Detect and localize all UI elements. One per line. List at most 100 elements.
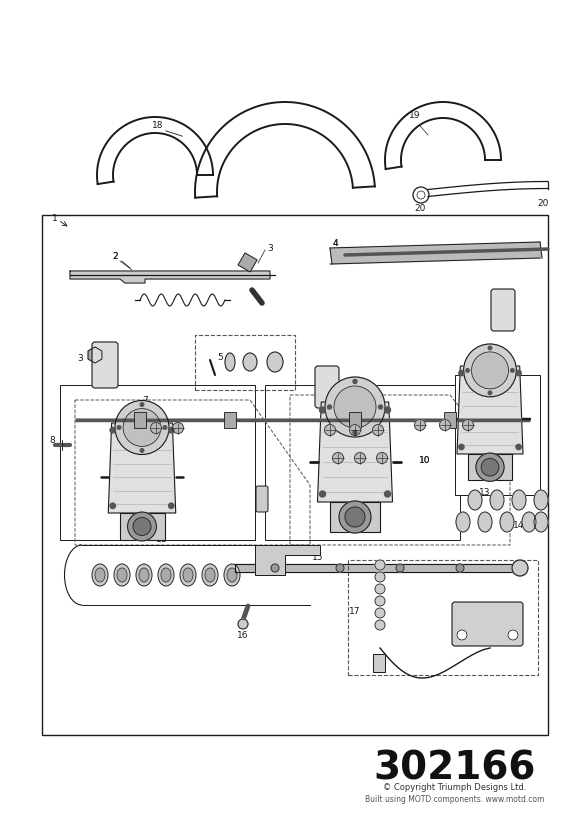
Text: 8: 8 — [49, 436, 55, 444]
Circle shape — [123, 409, 161, 447]
Text: 16: 16 — [237, 631, 249, 640]
Polygon shape — [108, 423, 175, 513]
Text: 9: 9 — [260, 490, 266, 499]
Circle shape — [415, 419, 426, 430]
Text: 3: 3 — [267, 244, 273, 252]
Circle shape — [378, 405, 382, 409]
Text: 20: 20 — [538, 199, 549, 208]
Circle shape — [319, 407, 325, 413]
Circle shape — [456, 564, 464, 572]
Text: 3: 3 — [77, 353, 83, 363]
Ellipse shape — [117, 568, 127, 582]
Circle shape — [466, 368, 469, 372]
Text: 4: 4 — [332, 238, 338, 247]
Circle shape — [440, 419, 451, 430]
Text: 6: 6 — [497, 313, 503, 322]
Ellipse shape — [534, 490, 548, 510]
Text: 6: 6 — [107, 373, 113, 382]
Ellipse shape — [224, 564, 240, 586]
Bar — [60, 385, 255, 540]
Bar — [42, 215, 548, 735]
Circle shape — [325, 424, 335, 436]
Circle shape — [140, 403, 144, 406]
Bar — [195, 335, 295, 390]
Circle shape — [271, 564, 279, 572]
Bar — [120, 513, 164, 540]
Ellipse shape — [92, 564, 108, 586]
Polygon shape — [235, 564, 515, 572]
Ellipse shape — [478, 512, 492, 532]
Ellipse shape — [225, 353, 235, 371]
Ellipse shape — [267, 352, 283, 372]
Bar — [468, 454, 512, 480]
Circle shape — [385, 491, 391, 497]
Polygon shape — [70, 271, 270, 283]
Circle shape — [332, 452, 343, 464]
Ellipse shape — [136, 564, 152, 586]
Circle shape — [375, 620, 385, 630]
Circle shape — [459, 444, 464, 450]
Circle shape — [516, 444, 521, 450]
Ellipse shape — [243, 353, 257, 371]
Circle shape — [375, 560, 385, 570]
Circle shape — [110, 503, 115, 508]
FancyBboxPatch shape — [452, 602, 523, 646]
Text: 7: 7 — [327, 383, 333, 392]
Ellipse shape — [522, 512, 536, 532]
Polygon shape — [330, 242, 542, 264]
Polygon shape — [385, 102, 501, 169]
Circle shape — [373, 424, 384, 436]
Circle shape — [457, 630, 467, 640]
Text: 5: 5 — [217, 353, 223, 362]
Ellipse shape — [183, 568, 193, 582]
Circle shape — [354, 452, 366, 464]
Circle shape — [481, 458, 499, 476]
FancyBboxPatch shape — [491, 289, 515, 331]
Circle shape — [238, 619, 248, 629]
Ellipse shape — [500, 512, 514, 532]
Circle shape — [459, 371, 464, 376]
Polygon shape — [255, 545, 320, 575]
Circle shape — [353, 430, 357, 434]
Ellipse shape — [114, 564, 130, 586]
Circle shape — [511, 368, 514, 372]
Ellipse shape — [456, 512, 470, 532]
Circle shape — [168, 503, 174, 508]
Text: 15: 15 — [312, 554, 324, 563]
Text: 10: 10 — [419, 456, 431, 465]
Circle shape — [508, 630, 518, 640]
Circle shape — [168, 428, 174, 433]
Bar — [349, 412, 361, 428]
Ellipse shape — [534, 512, 548, 532]
Circle shape — [349, 424, 360, 436]
Circle shape — [488, 346, 491, 349]
Circle shape — [516, 371, 521, 376]
Circle shape — [173, 423, 184, 433]
Text: 6: 6 — [332, 394, 338, 402]
Circle shape — [325, 377, 385, 437]
Text: 14: 14 — [513, 522, 524, 531]
Circle shape — [345, 507, 365, 527]
Polygon shape — [318, 402, 392, 502]
Bar — [238, 253, 257, 272]
Bar — [348, 560, 538, 675]
Ellipse shape — [202, 564, 218, 586]
Bar — [373, 654, 385, 672]
Ellipse shape — [512, 490, 526, 510]
Circle shape — [375, 596, 385, 606]
Text: © Copyright Triumph Designs Ltd.: © Copyright Triumph Designs Ltd. — [383, 784, 526, 793]
Circle shape — [117, 426, 121, 429]
Circle shape — [375, 584, 385, 594]
Ellipse shape — [180, 564, 196, 586]
Circle shape — [375, 608, 385, 618]
Circle shape — [476, 453, 504, 481]
Circle shape — [413, 187, 429, 203]
Text: 18: 18 — [152, 120, 164, 129]
Circle shape — [396, 564, 404, 572]
FancyBboxPatch shape — [92, 342, 118, 388]
Text: 1: 1 — [52, 213, 58, 222]
Text: 2: 2 — [112, 251, 118, 260]
FancyBboxPatch shape — [256, 486, 268, 512]
Text: 10: 10 — [419, 456, 431, 465]
Circle shape — [150, 423, 161, 433]
